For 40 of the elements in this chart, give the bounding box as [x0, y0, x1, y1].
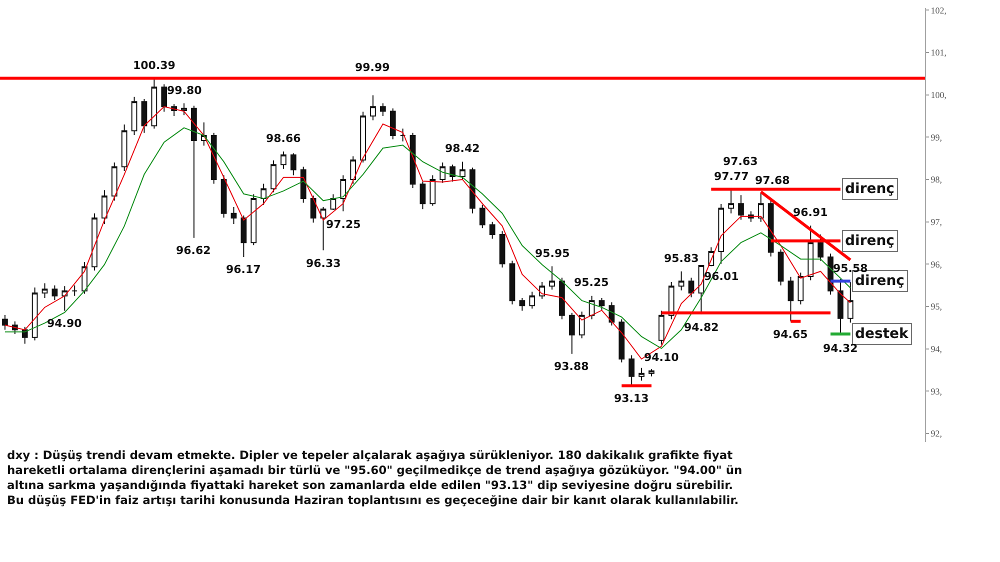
- annotation: 98.66: [266, 132, 302, 145]
- annotation: 99.80: [167, 84, 202, 97]
- annotation: 93.13: [614, 392, 649, 405]
- series-label: direnç: [855, 273, 904, 289]
- annotation: 97.63: [723, 155, 758, 168]
- y-tick-label: 92,: [930, 428, 942, 439]
- annotation: 98.42: [445, 142, 480, 155]
- annotation: 96.17: [226, 263, 261, 276]
- annotation: 96.62: [176, 244, 211, 257]
- y-tick-label: 95,: [930, 302, 942, 312]
- annotation: 100.39: [133, 59, 176, 72]
- annotation: 93.88: [554, 360, 589, 373]
- text: dxy : Düşüş trendi devam etmekte. Dipler ve tepeler alçalarak aşağıya sürükleniyor. 180 dakikalık grafikte fiyat hareketli ortalama dirençlerini aşamadı bir türlü ve "95.60" geçilmedikçe de trend aşağıya gözüküyor. "94.00" ün altına sarkma yaşandığında fiyattaki hareket son zamanlarda elde edilen "93.13" dip seviyesine doğru sürebilir. Bu düşüş FED'in faiz artışı tarihi konusunda Haziran toplantısını es geçeceğine dair bir kanıt olarak kullanılabilir.: [7, 448, 742, 507]
- annotation: 95.58: [833, 262, 868, 275]
- annotation: 94.90: [47, 317, 82, 330]
- series-label: direnç: [845, 233, 894, 249]
- y-tick-label: 99,: [930, 132, 942, 142]
- series-label: direnç: [845, 181, 894, 197]
- annotation: 95.25: [574, 276, 609, 289]
- annotation: 94.10: [644, 351, 680, 364]
- annotation: 95.83: [664, 252, 699, 265]
- y-tick-label: 101,: [930, 48, 947, 58]
- annotation: 95.95: [535, 247, 570, 260]
- annotation: 97.77: [714, 170, 749, 183]
- y-tick-label: 94,: [930, 344, 942, 354]
- annotation: 99.99: [355, 61, 390, 74]
- annotation: 96.91: [793, 206, 828, 219]
- annotation: 94.82: [684, 321, 719, 334]
- y-tick-label: 97,: [930, 216, 942, 227]
- y-tick-label: 93,: [930, 386, 942, 396]
- annotation: 94.65: [773, 328, 808, 341]
- annotation: 94.32: [823, 342, 858, 355]
- y-tick-label: 100,: [930, 90, 947, 100]
- y-tick-label: 102,: [930, 5, 947, 16]
- series-label: destek: [855, 326, 910, 342]
- y-tick-label: 96,: [930, 259, 942, 270]
- annotation: 97.25: [326, 218, 361, 231]
- annotation: 96.33: [306, 257, 341, 270]
- annotation: 97.68: [755, 174, 790, 187]
- y-tick-label: 98,: [930, 174, 942, 185]
